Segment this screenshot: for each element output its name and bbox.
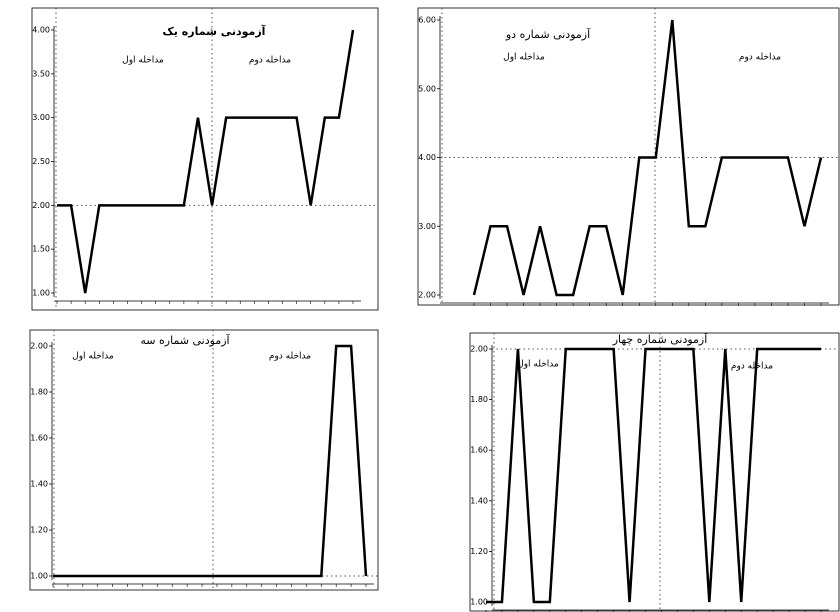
data-line bbox=[486, 347, 821, 604]
y-tick-label: 3.00 bbox=[32, 113, 50, 122]
y-tick-label: 1.20 bbox=[470, 547, 488, 556]
y-tick-label: 3.00 bbox=[418, 222, 436, 231]
chart-title: آزمودنی شماره یک bbox=[163, 24, 266, 38]
phase-label: مداخله اول bbox=[72, 352, 114, 362]
y-tick-label: 5.00 bbox=[418, 84, 436, 93]
chart-title: آزمودنی شماره چهار bbox=[612, 332, 709, 346]
y-tick-label: 1.20 bbox=[30, 526, 48, 535]
y-tick-label: 4.00 bbox=[418, 153, 436, 162]
chart-title: آزمودنی شماره سه bbox=[140, 333, 230, 347]
panel-frame bbox=[417, 7, 840, 306]
y-tick-label: 2.00 bbox=[470, 345, 488, 354]
data-line bbox=[53, 344, 368, 578]
y-tick-label: 1.40 bbox=[470, 496, 488, 505]
y-tick-label: 1.00 bbox=[32, 289, 50, 298]
y-tick-label: 1.40 bbox=[30, 480, 48, 489]
y-tick-label: 1.50 bbox=[32, 245, 50, 254]
y-tick-label: 2.00 bbox=[30, 342, 48, 351]
y-tick-label: 2.50 bbox=[32, 157, 50, 166]
chart-title: آزمودنی شماره دو bbox=[505, 27, 591, 41]
y-tick-label: 6.00 bbox=[418, 16, 436, 25]
y-tick-label: 2.00 bbox=[418, 291, 436, 300]
y-tick-label: 1.00 bbox=[30, 572, 48, 581]
phase-label: مداخله دوم bbox=[731, 362, 773, 372]
phase-label: مداخله اول bbox=[122, 56, 164, 66]
phase-label: مداخله اول bbox=[503, 53, 545, 63]
y-tick-label: 2.00 bbox=[32, 201, 50, 210]
phase-label: مداخله دوم bbox=[269, 352, 311, 362]
phase-label: مداخله دوم bbox=[249, 56, 291, 66]
y-tick-label: 1.80 bbox=[470, 395, 488, 404]
y-tick-label: 3.50 bbox=[32, 69, 50, 78]
y-tick-label: 4.00 bbox=[32, 26, 50, 35]
y-tick-label: 1.60 bbox=[470, 446, 488, 455]
data-line bbox=[472, 19, 823, 297]
phase-label: مداخله دوم bbox=[739, 53, 781, 63]
phase-label: مداخله اول bbox=[517, 360, 559, 370]
panel-frame bbox=[31, 7, 379, 311]
y-tick-label: 1.00 bbox=[470, 598, 488, 607]
y-tick-label: 1.60 bbox=[30, 434, 48, 443]
y-tick-label: 1.80 bbox=[30, 388, 48, 397]
data-line bbox=[57, 29, 355, 294]
panel-frame bbox=[29, 329, 379, 591]
panel-frame bbox=[469, 332, 840, 612]
